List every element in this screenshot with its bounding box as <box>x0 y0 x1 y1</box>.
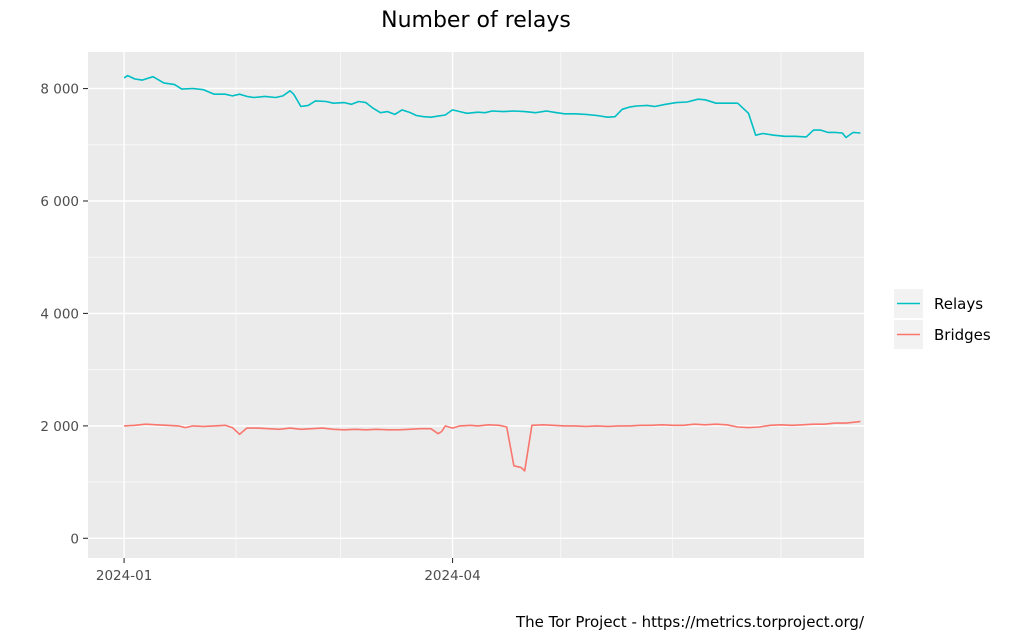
series-line-relays <box>123 74 861 139</box>
chart-title: Number of relays <box>381 8 571 33</box>
series-line-bridges <box>124 420 861 472</box>
axes: 0 2 000 4 000 6 000 8 000 2024-01 2024-04 <box>40 82 480 584</box>
y-tick-label: 6 000 <box>40 194 79 210</box>
x-tick-label: 2024-01 <box>96 568 152 584</box>
x-tick-label: 2024-04 <box>424 568 480 584</box>
y-tick-label: 8 000 <box>40 82 79 98</box>
source-caption: The Tor Project - https://metrics.torpro… <box>515 613 865 631</box>
y-tick-label: 4 000 <box>40 306 79 322</box>
plot-panel <box>88 52 864 558</box>
y-tick-label: 2 000 <box>40 419 79 435</box>
series-lines <box>123 74 861 472</box>
y-tick-label: 0 <box>70 531 79 547</box>
legend-label: Relays <box>934 295 983 313</box>
legend: Relays Bridges <box>894 289 991 349</box>
legend-label: Bridges <box>934 326 991 344</box>
